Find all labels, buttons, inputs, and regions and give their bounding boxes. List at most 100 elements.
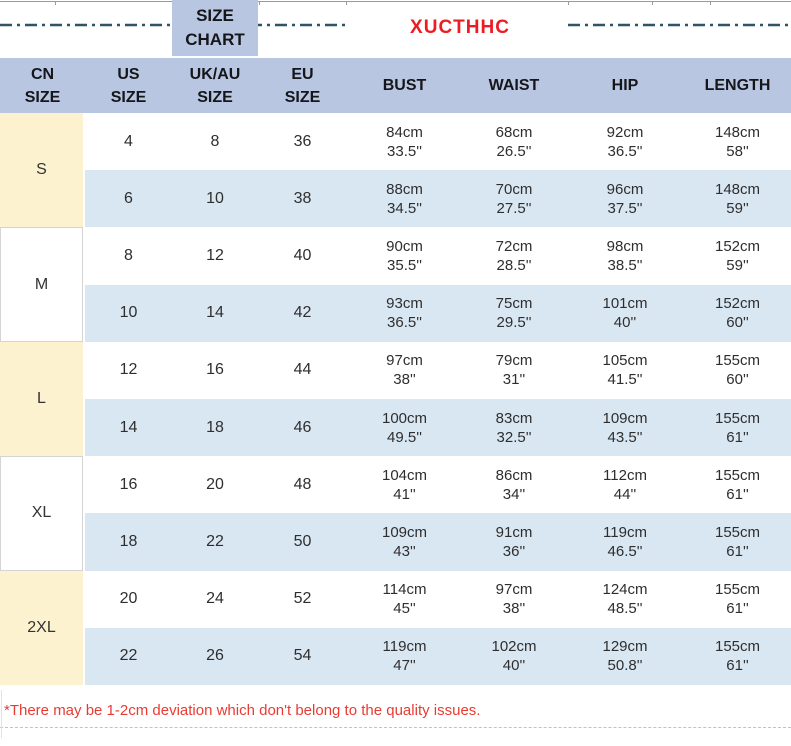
eu-size-cell: 36 [258, 113, 347, 171]
measure-line: 61'' [726, 485, 749, 503]
hip-cell: 112cm 44'' [566, 456, 684, 514]
header-label-line: SIZE [24, 88, 61, 106]
eu-size-cell: 50 [258, 513, 347, 571]
measure-line: 61'' [726, 428, 749, 446]
header-us-size: US SIZE [85, 58, 172, 113]
measure-line: 152cm [714, 237, 761, 255]
measure-line: 93cm [386, 295, 423, 313]
measure-line: 83cm [495, 409, 533, 427]
measure-line: 88cm [386, 180, 423, 198]
bust-cell: 119cm 47'' [347, 627, 462, 685]
uk-au-size-cell: 20 [172, 456, 258, 514]
measure-line: 61'' [726, 657, 749, 675]
grid-remnant-tick [568, 1, 569, 5]
bust-cell: 104cm 41'' [347, 456, 462, 514]
header-hip: HIP [566, 58, 684, 113]
measure-line: 60'' [726, 371, 749, 389]
bust-cell: 100cm 49.5'' [347, 398, 462, 457]
bust-cell: 90cm 35.5'' [347, 227, 462, 285]
length-cell: 155cm 61'' [684, 627, 791, 685]
measure-line: 37.5'' [607, 199, 643, 217]
grid-remnant-tick [346, 1, 347, 5]
measure-line: 104cm [381, 466, 428, 484]
measure-line: 38'' [393, 371, 416, 389]
header-label-line: UK/AU [189, 65, 241, 83]
size-table: CN SIZE US SIZE UK/AU SIZE EU SIZE BUST … [0, 58, 791, 685]
measure-line: 97cm [386, 352, 423, 370]
measure-line: 49.5'' [387, 428, 422, 446]
header-label-line: SIZE [110, 88, 147, 106]
header-bust: BUST [347, 58, 462, 113]
measure-line: 114cm [382, 581, 427, 599]
header-label-line: CN [30, 65, 55, 83]
measure-line: 100cm [381, 409, 428, 427]
length-cell: 155cm 61'' [684, 456, 791, 514]
measure-line: 45'' [393, 600, 416, 618]
measure-line: 40'' [613, 314, 637, 332]
cn-size-cell: XL [0, 456, 83, 571]
measure-line: 101cm [602, 295, 648, 313]
measure-line: 26.5'' [496, 142, 532, 160]
waist-cell: 70cm 27.5'' [462, 170, 566, 228]
measure-line: 98cm [606, 237, 644, 255]
bust-cell: 84cm 33.5'' [347, 113, 462, 171]
dash-dot-divider [0, 23, 791, 27]
uk-au-size-cell: 16 [172, 341, 258, 399]
length-cell: 155cm 61'' [684, 513, 791, 571]
waist-cell: 68cm 26.5'' [462, 113, 566, 171]
header-label-line: EU [291, 65, 314, 83]
measure-line: 112cm [603, 466, 647, 484]
measure-line: 31'' [502, 371, 526, 389]
cn-size-cell: 2XL [0, 570, 83, 685]
measure-line: 109cm [602, 409, 648, 427]
waist-cell: 86cm 34'' [462, 456, 566, 514]
measure-line: 70cm [495, 180, 533, 198]
eu-size-cell: 46 [258, 398, 347, 457]
measure-line: 47'' [393, 657, 416, 675]
us-size-cell: 14 [85, 398, 172, 457]
header-label-line: WAIST [488, 77, 540, 94]
header-label-line: BUST [382, 77, 427, 94]
measure-line: 61'' [726, 600, 749, 618]
length-cell: 148cm 58'' [684, 113, 791, 171]
hip-cell: 96cm 37.5'' [566, 170, 684, 228]
uk-au-size-cell: 8 [172, 113, 258, 171]
measure-line: 102cm [491, 638, 537, 656]
bust-cell: 97cm 38'' [347, 341, 462, 399]
measure-line: 29.5'' [496, 314, 532, 332]
header-label-line: US [117, 65, 140, 83]
grid-remnant-tick [652, 1, 653, 5]
grid-remnant-tick [259, 1, 260, 5]
grid-remnant-tick [710, 1, 711, 5]
measure-line: 79cm [495, 352, 533, 370]
measure-line: 35.5'' [387, 256, 422, 274]
length-cell: 155cm 61'' [684, 570, 791, 628]
eu-size-cell: 40 [258, 227, 347, 285]
measure-line: 34.5'' [387, 199, 422, 217]
measure-line: 124cm [602, 581, 648, 599]
header-uk-au-size: UK/AU SIZE [172, 58, 258, 113]
uk-au-size-cell: 12 [172, 227, 258, 285]
bust-cell: 109cm 43'' [347, 513, 462, 571]
measure-line: 43.5'' [607, 428, 643, 446]
measure-line: 148cm [714, 123, 761, 141]
us-size-cell: 16 [85, 456, 172, 514]
uk-au-size-cell: 14 [172, 284, 258, 342]
size-chart-title-line: CHART [185, 30, 245, 49]
measure-line: 59'' [726, 199, 749, 217]
measure-line: 38'' [502, 600, 526, 618]
measure-line: 105cm [602, 352, 648, 370]
bust-cell: 114cm 45'' [347, 570, 462, 628]
eu-size-cell: 48 [258, 456, 347, 514]
hip-cell: 98cm 38.5'' [566, 227, 684, 285]
measure-line: 155cm [714, 638, 761, 656]
measure-line: 41'' [393, 485, 416, 503]
length-cell: 152cm 59'' [684, 227, 791, 285]
measure-line: 50.8'' [607, 657, 643, 675]
measure-line: 41.5'' [607, 371, 643, 389]
us-size-cell: 8 [85, 227, 172, 285]
eu-size-cell: 42 [258, 284, 347, 342]
measure-line: 48.5'' [607, 600, 643, 618]
uk-au-size-cell: 22 [172, 513, 258, 571]
measure-line: 59'' [726, 256, 749, 274]
